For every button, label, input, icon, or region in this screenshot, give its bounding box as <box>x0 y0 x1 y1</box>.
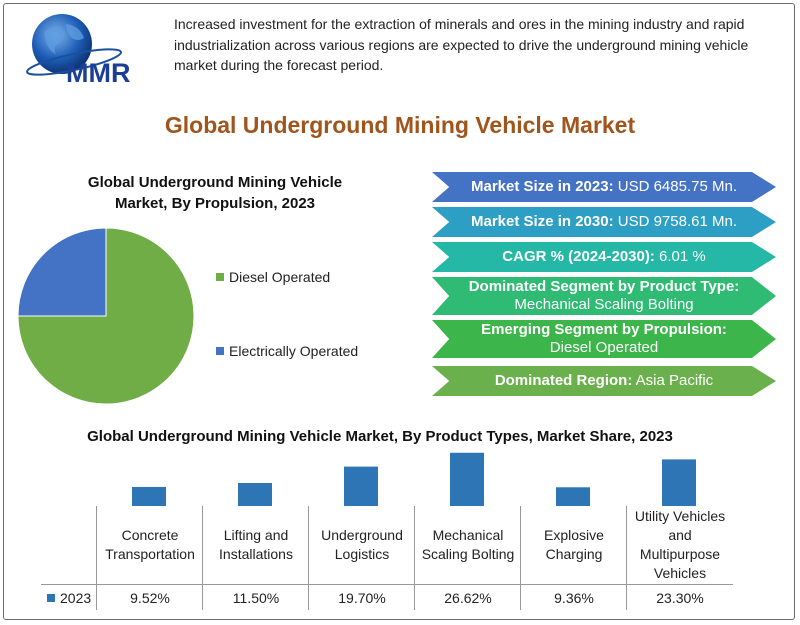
pie-legend-diesel: Diesel Operated <box>216 269 330 285</box>
value-label: 19.70% <box>338 590 386 606</box>
category-label: Utility Vehicles and Multipurpose Vehicl… <box>634 508 726 581</box>
bar-3 <box>450 452 484 506</box>
intro-text: Increased investment for the extraction … <box>174 16 749 73</box>
legend-swatch-diesel <box>216 273 224 281</box>
table-col-utility: Utility Vehicles and Multipurpose Vehicl… <box>626 506 733 610</box>
table-col-explosive: Explosive Charging 9.36% <box>520 506 627 610</box>
value-label: 26.62% <box>444 590 492 606</box>
outer-frame <box>3 3 795 620</box>
pie-legend-electric: Electrically Operated <box>216 343 358 359</box>
bar-series-legend: 2023 <box>47 590 91 606</box>
propulsion-pie-chart <box>17 227 195 405</box>
highlight-dominated-product: Dominated Segment by Product Type: Mechan… <box>432 277 776 315</box>
main-title: Global Underground Mining Vehicle Market <box>164 112 636 138</box>
table-col-scaling: Mechanical Scaling Bolting 26.62% <box>414 506 521 610</box>
legend-label-diesel: Diesel Operated <box>229 269 331 285</box>
category-label: Underground Logistics <box>321 527 403 562</box>
category-label: Mechanical Scaling Bolting <box>421 527 515 562</box>
value-label: 11.50% <box>232 590 280 606</box>
bar-0 <box>132 486 166 506</box>
category-label: Lifting and Installations <box>219 527 293 562</box>
legend-swatch-electric <box>216 347 224 355</box>
bar-5 <box>662 459 696 506</box>
pie-chart-title: Global Underground Mining Vehicle Market… <box>87 174 343 212</box>
series-label: 2023 <box>60 590 92 606</box>
bar-4 <box>556 487 590 506</box>
value-label: 9.36% <box>554 590 594 606</box>
category-label: Concrete Transportation <box>105 527 195 562</box>
highlight-cagr: CAGR % (2024-2030): 6.01 % <box>432 242 776 272</box>
table-col-lifting: Lifting and Installations 11.50% <box>202 506 309 610</box>
bar-2 <box>344 466 378 506</box>
value-label: 23.30% <box>656 590 704 606</box>
highlight-emerging-propulsion: Emerging Segment by Propulsion: Diesel Op… <box>432 320 776 358</box>
svg-text:MMR: MMR <box>66 58 130 88</box>
highlight-market-2030: Market Size in 2030: USD 9758.61 Mn. <box>432 207 776 237</box>
bar-1 <box>238 483 272 506</box>
table-col-concrete: Concrete Transportation 9.52% <box>96 506 203 610</box>
series-swatch <box>47 594 55 602</box>
table-divider <box>41 584 733 585</box>
mmr-logo: MMR <box>22 8 152 90</box>
legend-label-electric: Electrically Operated <box>229 343 359 359</box>
value-label: 9.52% <box>130 590 170 606</box>
pie-slice-electric <box>17 227 107 317</box>
highlight-dominated-region: Dominated Region: Asia Pacific <box>432 366 776 396</box>
table-col-logistics: Underground Logistics 19.70% <box>308 506 415 610</box>
product-type-bar-chart <box>132 452 696 506</box>
bar-chart-title: Global Underground Mining Vehicle Market… <box>87 428 673 445</box>
highlight-market-2023: Market Size in 2023: USD 6485.75 Mn. <box>432 172 776 202</box>
category-label: Explosive Charging <box>544 527 604 562</box>
